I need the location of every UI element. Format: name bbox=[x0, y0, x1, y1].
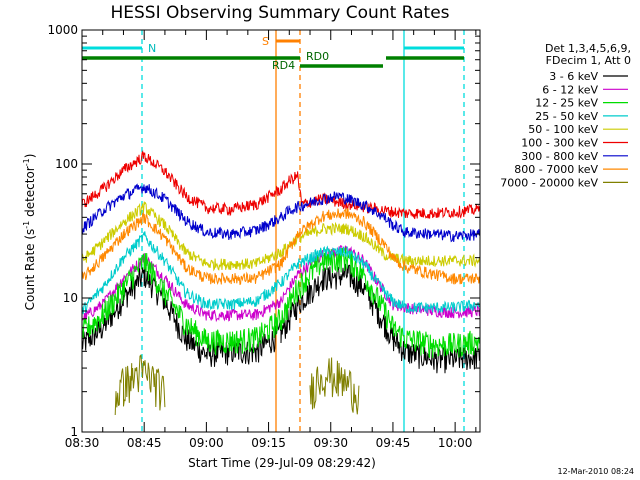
y-tick-label: 1 bbox=[70, 425, 78, 439]
series-line-12-25-kev bbox=[81, 247, 481, 359]
plot-frame bbox=[81, 29, 481, 433]
series-line-50-100-kev bbox=[81, 201, 481, 272]
legend-label: 800 - 7000 keV bbox=[514, 163, 598, 176]
date-stamp: 12-Mar-2010 08:24 bbox=[558, 467, 635, 476]
series-line-100-300-kev bbox=[81, 150, 481, 220]
legend-header-1: Det 1,3,4,5,6,9, bbox=[545, 42, 631, 55]
y-tick-label: 1000 bbox=[47, 23, 78, 37]
series-line-7000-20000-kev-1 bbox=[309, 357, 360, 415]
legend-label: 100 - 300 keV bbox=[521, 137, 598, 150]
y-tick-label: 10 bbox=[63, 291, 78, 305]
x-tick-label: 09:00 bbox=[189, 436, 224, 450]
x-tick-label: 09:15 bbox=[251, 436, 286, 450]
x-tick-label: 09:30 bbox=[313, 436, 348, 450]
x-axis: 08:30 08:45 09:00 09:15 09:30 09:45 10:00 bbox=[65, 30, 477, 450]
legend-label: 12 - 25 keV bbox=[535, 97, 598, 110]
y-tick-label: 100 bbox=[55, 157, 78, 171]
legend-header-2: FDecim 1, Att 0 bbox=[546, 54, 631, 67]
y-axis: 1 10 100 1000 bbox=[47, 23, 480, 439]
legend-label: 25 - 50 keV bbox=[535, 110, 598, 123]
legend-label: 300 - 800 keV bbox=[521, 150, 598, 163]
annotation-layer: N S RD4 RD0 bbox=[82, 30, 465, 432]
x-tick-label: 10:00 bbox=[438, 436, 473, 450]
rd4-label: RD4 bbox=[272, 59, 295, 72]
legend-label: 50 - 100 keV bbox=[528, 123, 598, 136]
series-line-800-7000-kev bbox=[81, 208, 481, 286]
chart-title: HESSI Observing Summary Count Rates bbox=[110, 3, 449, 23]
legend: Det 1,3,4,5,6,9, FDecim 1, Att 0 3 - 6 k… bbox=[500, 42, 631, 189]
rd0-label: RD0 bbox=[306, 50, 329, 63]
x-tick-label: 08:30 bbox=[65, 436, 100, 450]
saa-label: S bbox=[262, 35, 269, 48]
night-label: N bbox=[148, 42, 156, 55]
legend-label: 3 - 6 keV bbox=[549, 70, 598, 83]
y-axis-label: Count Rate (s-1 detector-1) bbox=[22, 154, 37, 311]
x-axis-label: Start Time (29-Jul-09 08:29:42) bbox=[188, 456, 376, 470]
series-line-300-800-kev bbox=[81, 183, 481, 243]
legend-label: 6 - 12 keV bbox=[542, 83, 598, 96]
x-tick-label: 08:45 bbox=[127, 436, 162, 450]
series-line-7000-20000-kev-0 bbox=[114, 354, 166, 416]
legend-label: 7000 - 20000 keV bbox=[500, 176, 598, 189]
x-tick-label: 09:45 bbox=[376, 436, 411, 450]
series-line-25-50-kev bbox=[81, 231, 481, 315]
series-layer bbox=[81, 150, 481, 416]
